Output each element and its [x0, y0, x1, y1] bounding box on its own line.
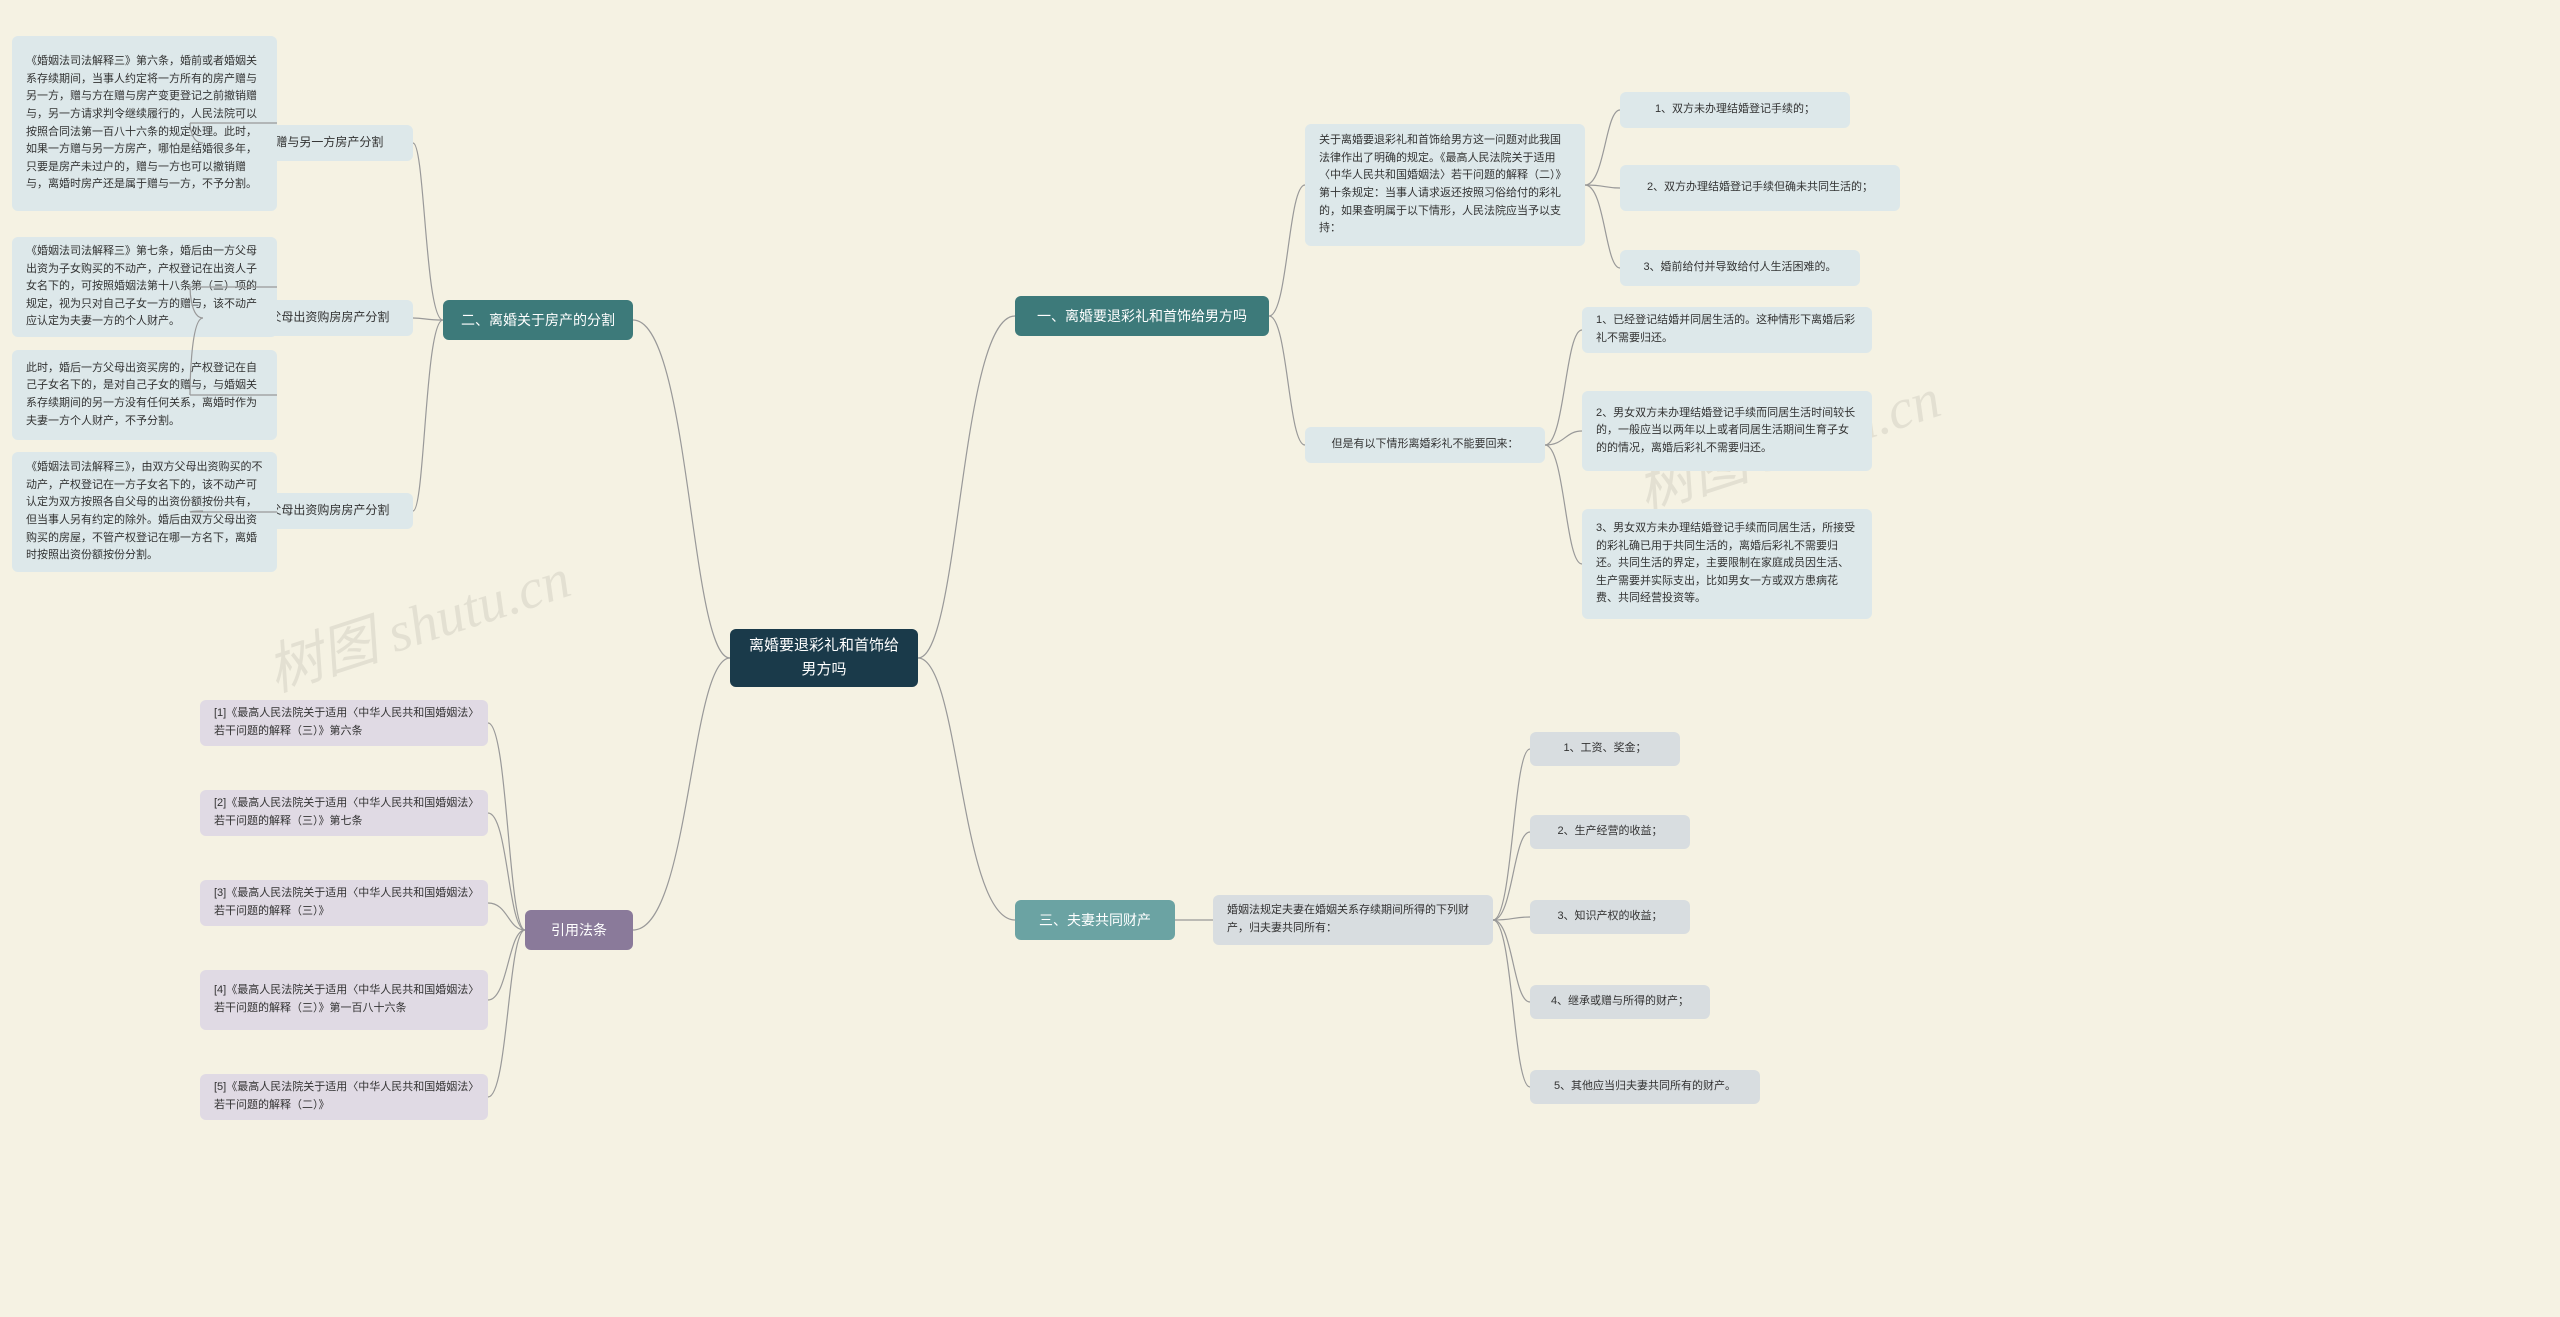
branch4-item3: [3]《最高人民法院关于适用〈中华人民共和国婚姻法〉若干问题的解释（三）》: [200, 880, 488, 926]
branch2-item3-detail: 《婚姻法司法解释三》，由双方父母出资购买的不动产，产权登记在一方子女名下的，该不…: [12, 452, 277, 572]
branch1-sub1-item2: 2、双方办理结婚登记手续但确未共同生活的；: [1620, 165, 1900, 211]
branch4-title: 引用法条: [525, 910, 633, 950]
branch4-item2: [2]《最高人民法院关于适用〈中华人民共和国婚姻法〉若干问题的解释（三）》第七条: [200, 790, 488, 836]
branch2-item2-detail: 《婚姻法司法解释三》第七条，婚后由一方父母出资为子女购买的不动产，产权登记在出资…: [12, 237, 277, 337]
branch3-sub: 婚姻法规定夫妻在婚姻关系存续期间所得的下列财产，归夫妻共同所有：: [1213, 895, 1493, 945]
branch3-item1: 1、工资、奖金；: [1530, 732, 1680, 766]
branch1-sub1-item1: 1、双方未办理结婚登记手续的；: [1620, 92, 1850, 128]
branch4-item4: [4]《最高人民法院关于适用〈中华人民共和国婚姻法〉若干问题的解释（三）》第一百…: [200, 970, 488, 1030]
branch3-item3: 3、知识产权的收益；: [1530, 900, 1690, 934]
branch3-item4: 4、继承或赠与所得的财产；: [1530, 985, 1710, 1019]
branch1-sub2-item1: 1、已经登记结婚并同居生活的。这种情形下离婚后彩礼不需要归还。: [1582, 307, 1872, 353]
branch2-item1-detail: 《婚姻法司法解释三》第六条，婚前或者婚姻关系存续期间，当事人约定将一方所有的房产…: [12, 36, 277, 211]
branch3-title: 三、夫妻共同财产: [1015, 900, 1175, 940]
branch2-item2-detail2: 此时，婚后一方父母出资买房的，产权登记在自己子女名下的，是对自己子女的赠与，与婚…: [12, 350, 277, 440]
branch3-item5: 5、其他应当归夫妻共同所有的财产。: [1530, 1070, 1760, 1104]
branch4-item5: [5]《最高人民法院关于适用〈中华人民共和国婚姻法〉若干问题的解释（二）》: [200, 1074, 488, 1120]
watermark: 树图 shutu.cn: [255, 533, 579, 707]
branch3-item2: 2、生产经营的收益；: [1530, 815, 1690, 849]
branch4-item1: [1]《最高人民法院关于适用〈中华人民共和国婚姻法〉若干问题的解释（三）》第六条: [200, 700, 488, 746]
branch1-title: 一、离婚要退彩礼和首饰给男方吗: [1015, 296, 1269, 336]
branch1-sub2-item2: 2、男女双方未办理结婚登记手续而同居生活时间较长的，一般应当以两年以上或者同居生…: [1582, 391, 1872, 471]
branch1-sub1-item3: 3、婚前给付并导致给付人生活困难的。: [1620, 250, 1860, 286]
root-node: 离婚要退彩礼和首饰给男方吗: [730, 629, 918, 687]
branch1-sub2-item3: 3、男女双方未办理结婚登记手续而同居生活，所接受的彩礼确已用于共同生活的，离婚后…: [1582, 509, 1872, 619]
branch1-sub2: 但是有以下情形离婚彩礼不能要回来：: [1305, 427, 1545, 463]
branch1-sub1: 关于离婚要退彩礼和首饰给男方这一问题对此我国法律作出了明确的规定。《最高人民法院…: [1305, 124, 1585, 246]
branch2-title: 二、离婚关于房产的分割: [443, 300, 633, 340]
